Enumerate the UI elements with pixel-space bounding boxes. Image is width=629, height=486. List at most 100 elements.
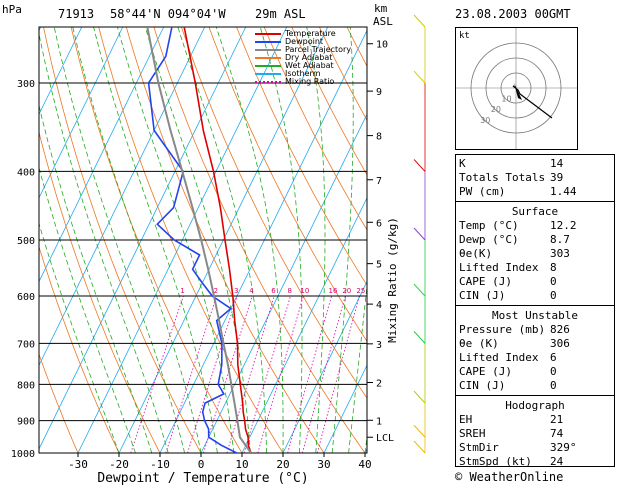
wet-adiabat-line [93,27,218,453]
wind-barb [413,227,426,241]
index-name: PW (cm) [459,185,506,198]
indices-panel: K 14 Totals Totals 39 PW (cm) 1.44 Surface Temp… [455,154,615,469]
dry-adiabat-line [39,130,161,453]
wet-adiabat-line [39,166,136,453]
index-name: CIN (J) [459,289,506,302]
height-tick-label: 3 [376,340,382,351]
legend-label: Parcel Trajectory [285,45,352,54]
plot-frame [38,26,368,454]
x-tick-label: -20 [109,458,129,471]
legend-item: Parcel Trajectory [255,45,385,54]
pressure-tick-label: 900 [17,417,35,428]
index-value: 74 [550,427,564,440]
index-value: 826 [550,323,570,336]
legend-label: Mixing Ratio [285,77,335,86]
hpa-axis-title: hPa [2,3,22,16]
index-name: Pressure (mb) [459,323,546,336]
wind-barb [413,390,426,404]
wind-barbs [413,14,426,454]
legend-item: Dewpoint [255,37,385,46]
dry-adiabat-line [208,27,367,343]
dry-adiabat-line [236,27,367,286]
mixing-ratio-line [226,295,275,453]
height-tick-label: 1 [376,416,382,427]
legend-item: Dry Adiabat [255,53,385,62]
index-name: SREH [459,427,486,440]
mixing-ratio-line [165,295,217,453]
wet-adiabat-line [215,27,284,453]
pressure-tick-label: 400 [17,167,35,178]
mixing-ratio-line [203,295,253,453]
index-row: Temp (°C) 12.2 [459,219,611,233]
dry-adiabat-line [70,27,243,453]
index-name: StmDir [459,441,499,454]
isotherm-line [39,27,83,116]
index-name: K [459,157,466,170]
wind-barb [413,283,426,297]
height-tick-label: 9 [376,87,382,98]
hodograph-units: kt [459,31,470,41]
dry-adiabat-line [39,353,79,453]
legend-swatch [255,57,281,59]
index-value: 0 [550,289,557,302]
index-row: StmDir 329° [459,441,611,455]
mixing-ratio-label: 16 [329,287,338,295]
index-row: StmSpd (kt) 24 [459,455,611,469]
section-divider [456,305,614,306]
hodograph-trace [512,85,553,119]
wet-adiabat-line [39,32,169,453]
index-value: 0 [550,365,557,378]
x-tick-label: 10 [235,458,248,471]
legend-item: Wet Adiabat [255,61,385,70]
mixing-ratio-label: 1 [180,287,184,295]
index-row: K 14 [459,157,611,171]
pressure-tick-label: 1000 [11,449,35,460]
height-tick-label: 8 [376,132,382,143]
legend-swatch [255,41,281,43]
hodograph-panel: 10 20 30 kt [455,27,578,150]
station-elevation: 29m ASL [255,7,306,21]
wet-adiabat-line [306,27,326,453]
legend-swatch [255,73,281,75]
index-name: θe (K) [459,337,499,350]
index-value: 329° [550,441,577,454]
index-name: EH [459,413,473,426]
index-name: StmSpd (kt) [459,455,532,468]
legend-label: Dewpoint [285,37,324,46]
dry-adiabat-line [39,245,120,453]
wet-adiabat-line [117,27,235,453]
wind-barb [413,70,426,84]
index-row: θe (K) 306 [459,337,611,351]
wet-adiabat-line [259,27,303,453]
background-lines [39,27,367,453]
pressure-tick-label: 800 [17,380,35,391]
index-row: Pressure (mb) 826 [459,323,611,337]
mixing-ratio-line [187,295,238,453]
height-tick-label: 7 [376,176,382,187]
km-axis-title: km [374,2,388,15]
index-value: 0 [550,379,557,392]
height-tick-label: 4 [376,300,382,311]
mixing-ratio-axis-label: Mixing Ratio (g/kg) [386,217,399,343]
mixing-ratio-line [243,295,291,453]
section-title: Surface [511,205,559,218]
legend-item: Mixing Ratio [255,77,385,86]
storm-motion-arrow [514,83,522,100]
x-tick-label: -10 [150,458,170,471]
legend-item: Temperature [255,29,385,38]
index-name: Lifted Index [459,261,539,274]
dry-adiabat-line [153,27,366,453]
index-row: Lifted Index 6 [459,351,611,365]
hodograph-ring-label: 20 [491,105,501,114]
index-row: EH 21 [459,413,611,427]
dry-adiabat-line [43,27,202,453]
section-title: Hodograph [505,399,565,412]
isotherm-line [39,27,124,199]
mixing-ratio-label: 25 [356,287,365,295]
station-id: 71913 [58,7,95,21]
index-value: 6 [550,351,557,364]
wet-adiabat-line [348,282,367,453]
hodograph-ring-label: 30 [480,116,490,125]
